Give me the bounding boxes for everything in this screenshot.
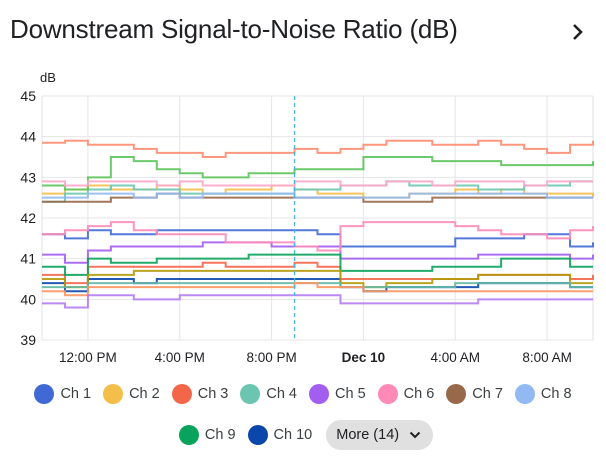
legend-item-ch-6[interactable]: Ch 6 [377,384,435,404]
legend-swatch-icon [309,384,329,404]
series-line-ch-6[interactable] [42,221,594,252]
legend-swatch-icon [34,384,55,404]
chevron-down-icon [409,431,421,439]
legend-swatch-icon [514,384,535,404]
legend-label: Ch 10 [273,427,313,443]
legend-item-ch-9[interactable]: Ch 9 [178,425,236,445]
series-line-ch-5[interactable] [42,241,594,264]
legend-swatch-icon [240,384,261,404]
legend-label: Ch 4 [266,386,297,402]
legend-label: Ch 6 [403,386,435,402]
legend-item-ch-2[interactable]: Ch 2 [103,384,160,404]
legend-item-ch-3[interactable]: Ch 3 [171,384,229,404]
legend-label: Ch 8 [540,386,572,402]
x-tick-label: 12:00 PM [59,350,117,365]
series-line-ch-3[interactable] [42,261,594,285]
legend-item-ch-4[interactable]: Ch 4 [240,384,297,404]
y-tick-label: 41 [20,251,36,267]
series-line-extra-14[interactable] [42,282,593,289]
legend-label: Ch 1 [60,386,92,402]
legend-row-2: Ch 9 Ch 10 More (14) [0,420,606,450]
y-tick-label: 39 [20,332,36,348]
x-tick-label: 8:00 PM [246,350,296,365]
y-axis-label: dB [40,70,56,85]
x-tick-label: 4:00 AM [430,350,480,365]
series-line-extra-12[interactable] [42,180,593,187]
legend-swatch-icon [446,384,467,404]
chart-title: Downstream Signal-to-Noise Ratio (dB) [10,14,458,44]
legend-item-ch-1[interactable]: Ch 1 [34,384,91,404]
series-line-extra-15[interactable] [42,282,593,297]
series-line-ch-9[interactable] [42,253,593,276]
chevron-right-icon[interactable] [566,18,590,46]
y-tick-label: 45 [20,88,36,104]
legend-swatch-icon [103,384,124,404]
x-tick-label: 4:00 PM [155,350,205,365]
legend-item-ch-7[interactable]: Ch 7 [446,384,503,404]
x-tick-label: 8:00 AM [522,350,572,365]
y-tick-label: 44 [20,129,36,145]
snr-chart: dB 39 40 41 42 43 44 45 12:00 PM 4:00 PM 8:00 PM D… [20,70,594,365]
series-line-ch-8[interactable] [42,192,593,199]
series-line-extra-11[interactable] [42,156,594,191]
y-tick-label: 40 [20,291,36,307]
legend-swatch-icon [377,384,398,404]
more-label: More (14) [336,427,400,443]
series-line-extra-13[interactable] [42,269,593,289]
legend-label: Ch 7 [472,386,503,402]
series-line-extra-16[interactable] [42,294,593,309]
legend-label: Ch 3 [197,386,229,402]
legend-label: Ch 5 [335,386,366,402]
legend-label: Ch 9 [204,427,236,443]
legend-item-ch-10[interactable]: Ch 10 [247,425,313,445]
legend-swatch-icon [171,384,192,404]
x-tick-label: Dec 10 [342,350,386,365]
legend-swatch-icon [247,425,268,445]
y-tick-label: 43 [20,169,36,185]
legend-item-ch-8[interactable]: Ch 8 [514,384,572,404]
y-tick-label: 42 [20,210,36,226]
legend-label: Ch 2 [129,386,160,402]
series-line-ch-2[interactable] [42,184,594,199]
more-series-button[interactable]: More (14) [326,420,434,450]
series-line-ch-1[interactable] [42,229,594,248]
legend-item-ch-5[interactable]: Ch 5 [309,384,366,404]
legend-swatch-icon [178,425,199,445]
series-line-extra-10[interactable] [42,139,594,158]
legend-row-1: Ch 1 Ch 2 Ch 3 Ch 4 Ch 5 Ch 6 Ch 7 Ch 8 [0,384,606,404]
series-line-ch-4[interactable] [42,180,593,203]
